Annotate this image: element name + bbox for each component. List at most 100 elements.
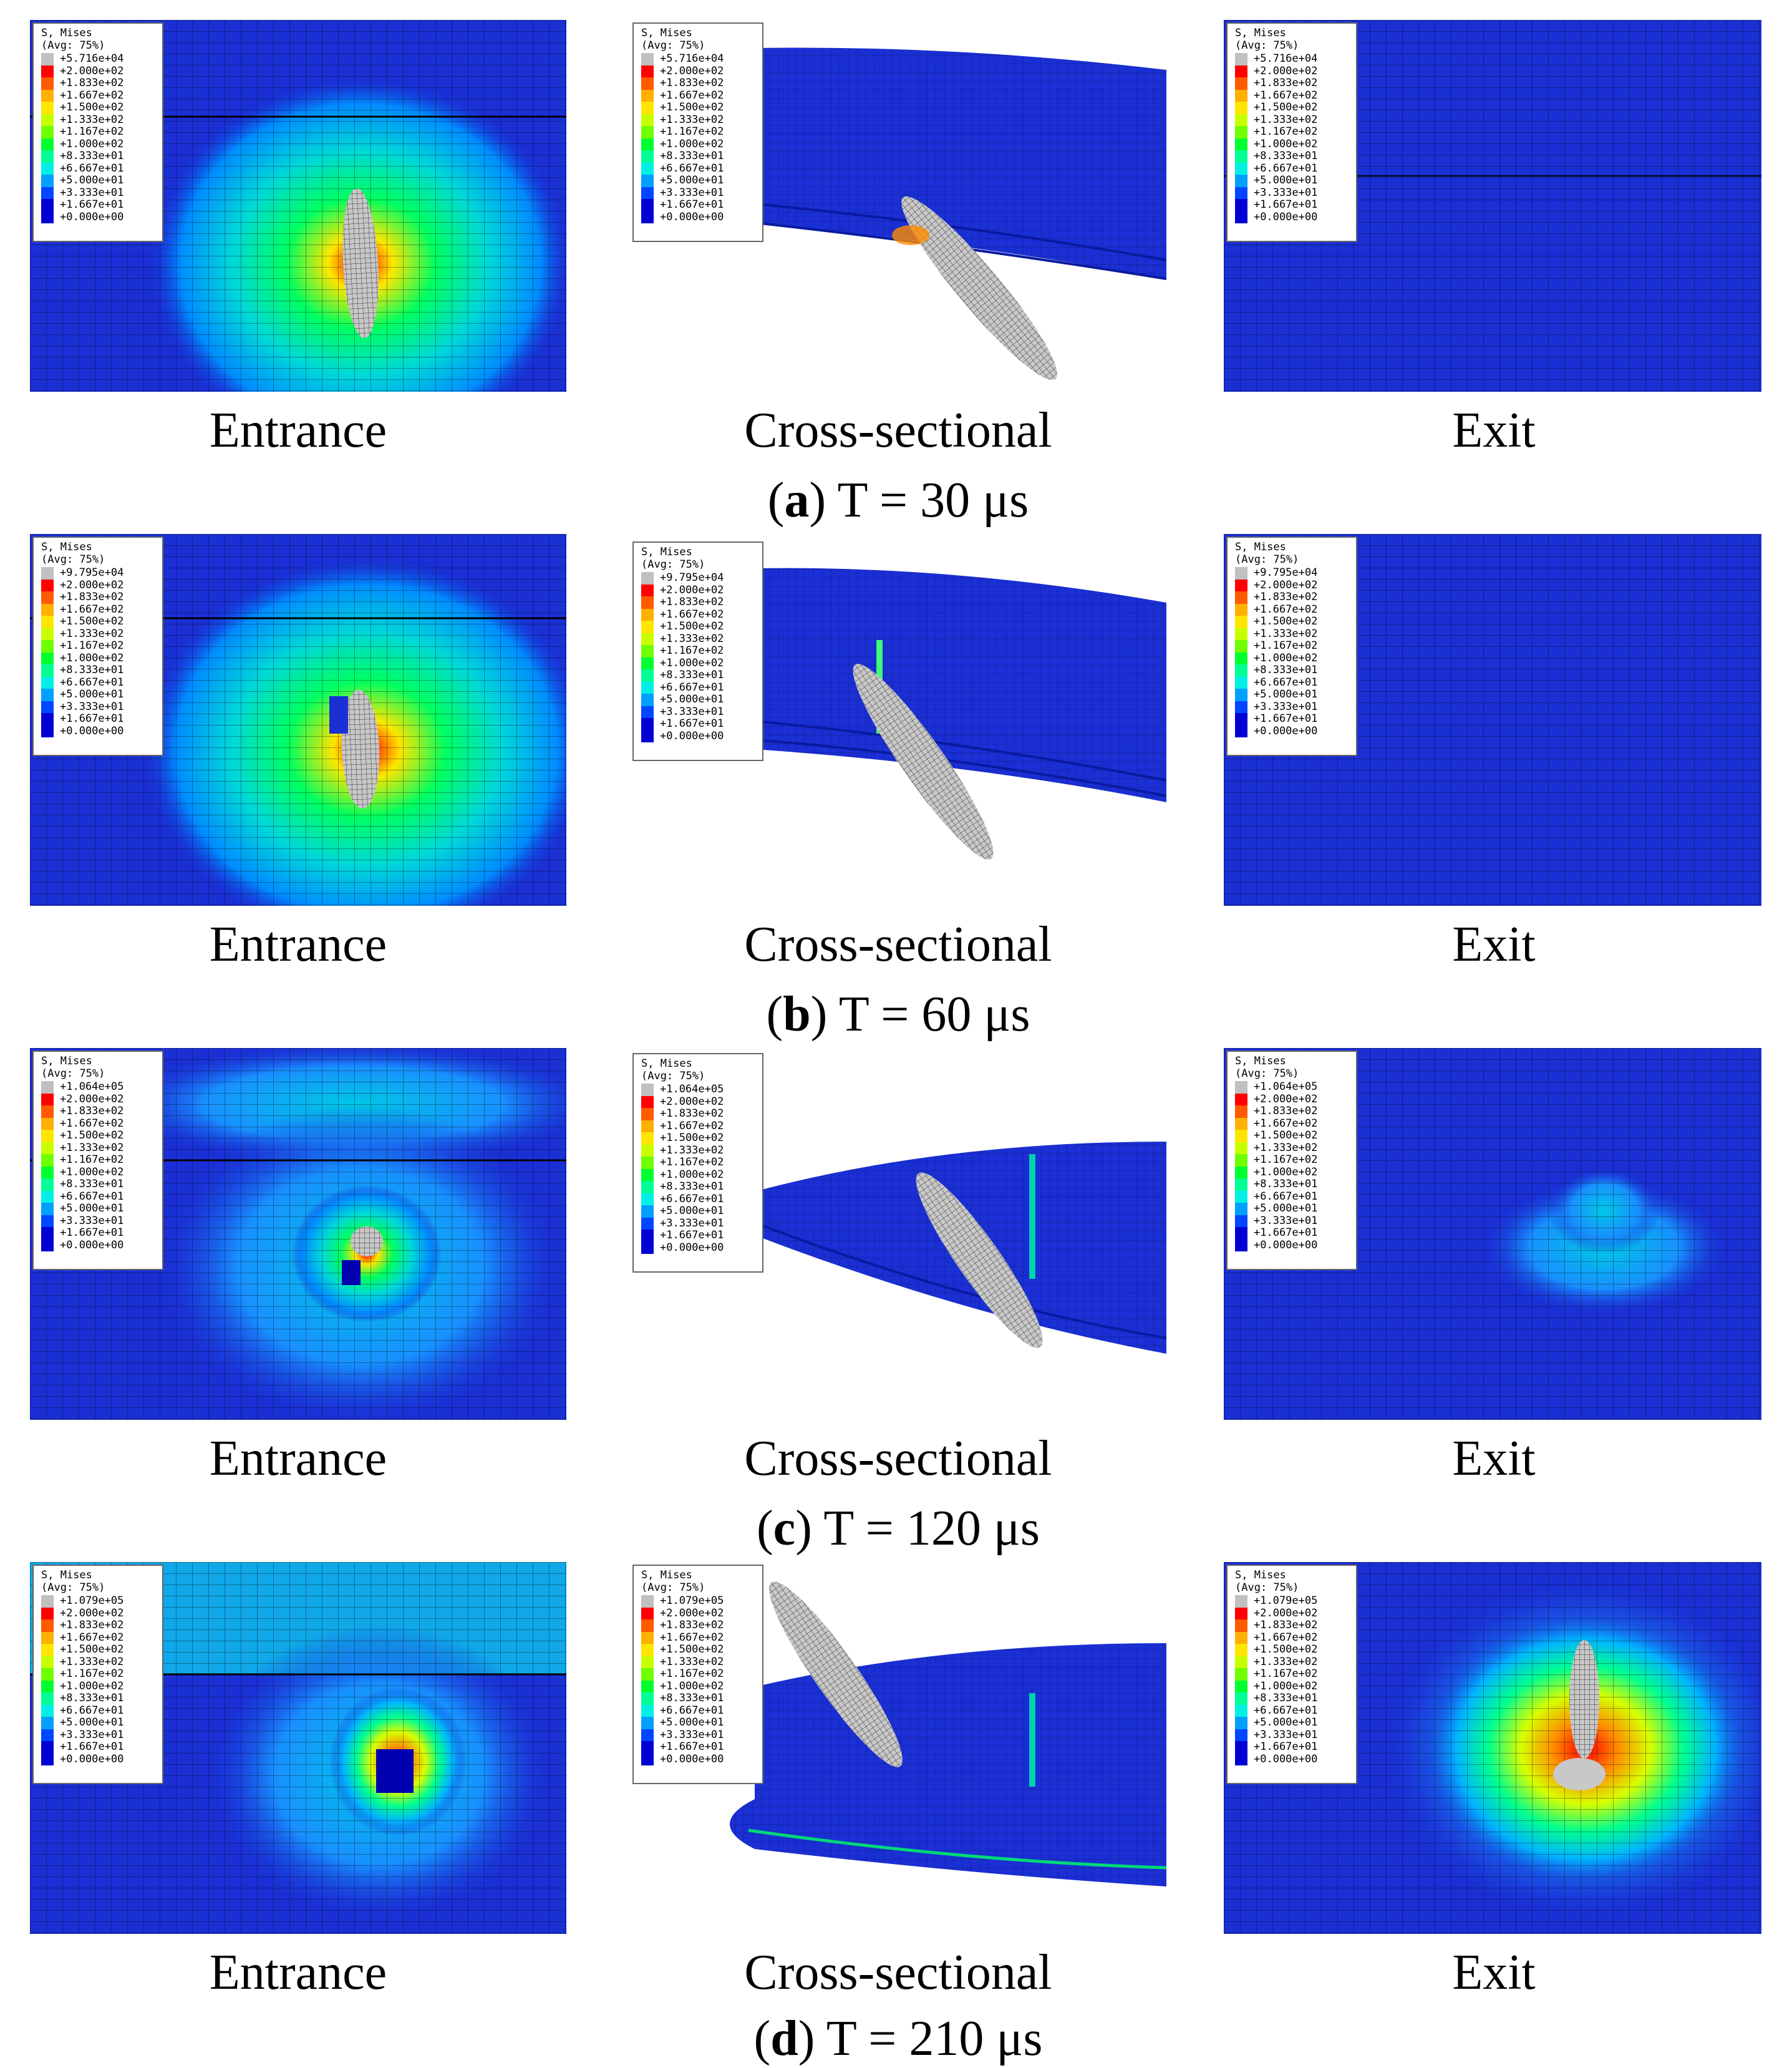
legend-swatch — [641, 1230, 654, 1242]
stress-legend: S, Mises (Avg: 75%) +1.064e+05 +2.000e+0… — [32, 1051, 163, 1270]
legend-value: +1.667e+01 — [60, 1740, 124, 1753]
legend-swatch — [41, 1741, 54, 1754]
legend-swatch — [1235, 1656, 1247, 1668]
legend-entry: +3.333e+01 — [641, 1216, 757, 1230]
legend-swatch — [41, 652, 54, 664]
legend-swatch — [41, 1619, 54, 1632]
legend-swatch — [41, 1753, 54, 1765]
legend-entry: +5.000e+01 — [1235, 1716, 1351, 1729]
legend-swatch — [641, 1120, 654, 1132]
legend-swatch — [41, 1656, 54, 1668]
legend-value: +1.833e+02 — [660, 596, 724, 608]
legend-value: +1.000e+02 — [60, 137, 124, 150]
legend-value: +1.667e+02 — [660, 89, 724, 102]
legend-value: +1.833e+02 — [1254, 1105, 1318, 1117]
legend-entry: +5.000e+01 — [41, 174, 157, 187]
legend-entry: +2.000e+02 — [1235, 579, 1351, 591]
legend-swatch — [641, 114, 654, 126]
legend-title: S, Mises — [1235, 1569, 1286, 1581]
legend-entry: +1.333e+02 — [41, 628, 157, 640]
legend-entry: +1.833e+02 — [641, 1619, 757, 1632]
cross-section-contour-a: S, Mises (Avg: 75%) +5.716e+04 +2.000e+0… — [630, 20, 1166, 392]
legend-value: +8.333e+01 — [1254, 664, 1318, 676]
legend-value: +2.000e+02 — [660, 64, 724, 77]
legend-entry: +1.667e+01 — [41, 1740, 157, 1754]
legend-entry: +1.167e+02 — [641, 644, 757, 658]
column-label-cross: Cross-sectional — [744, 917, 1052, 972]
legend-value: +1.333e+02 — [1254, 627, 1318, 640]
legend-swatch — [641, 1144, 654, 1157]
legend-entry: +1.667e+01 — [641, 717, 757, 731]
cross-section-contour-b: S, Mises (Avg: 75%) +9.795e+04 +2.000e+0… — [630, 534, 1166, 906]
legend-entry: +8.333e+01 — [1235, 150, 1351, 163]
legend-value: +1.500e+02 — [1254, 615, 1318, 628]
legend-swatch — [1235, 126, 1247, 138]
legend-entry: +1.667e+01 — [1235, 1226, 1351, 1240]
legend-value: +0.000e+00 — [660, 729, 724, 742]
legend-value: +1.500e+02 — [660, 101, 724, 114]
legend-entry: +8.333e+01 — [41, 1692, 157, 1705]
legend-entry: +0.000e+00 — [1235, 1753, 1351, 1765]
legend-value: +1.667e+01 — [1254, 712, 1318, 725]
legend-swatch — [1235, 713, 1247, 726]
legend-value: +1.333e+02 — [660, 1143, 724, 1157]
legend-value: +3.333e+01 — [660, 1216, 724, 1230]
legend-value: +1.333e+02 — [1254, 1141, 1318, 1154]
column-label-cross: Cross-sectional — [744, 1431, 1052, 1486]
legend-swatch — [641, 211, 654, 223]
legend-value: +1.000e+02 — [660, 1679, 724, 1692]
legend-swatch — [1235, 199, 1247, 211]
legend-value: +5.000e+01 — [660, 1716, 724, 1729]
legend-entry: +0.000e+00 — [1235, 211, 1351, 223]
legend-entry: +1.000e+02 — [1235, 1680, 1351, 1692]
legend-swatch — [1235, 65, 1247, 77]
legend-avg: (Avg: 75%) — [1235, 1581, 1299, 1594]
legend-entry: +1.000e+02 — [1235, 138, 1351, 150]
column-label-exit: Exit — [1452, 1431, 1536, 1486]
legend-avg: (Avg: 75%) — [1235, 1067, 1299, 1080]
legend-value: +6.667e+01 — [660, 1192, 724, 1205]
legend-value: +1.500e+02 — [60, 1129, 124, 1142]
legend-swatch — [1235, 1704, 1247, 1717]
legend-value: +0.000e+00 — [60, 1752, 124, 1765]
legend-value: +3.333e+01 — [1254, 1214, 1318, 1227]
bullet-icon — [342, 188, 379, 338]
legend-value: +1.000e+02 — [60, 1679, 124, 1692]
legend-swatch — [41, 603, 54, 616]
legend-entry: +3.333e+01 — [1235, 1729, 1351, 1741]
cross-section-contour-d: S, Mises (Avg: 75%) +1.079e+05 +2.000e+0… — [630, 1562, 1166, 1934]
legend-entry: +1.833e+02 — [1235, 1619, 1351, 1632]
legend-entry: +8.333e+01 — [41, 1178, 157, 1191]
legend-value: +1.833e+02 — [660, 1107, 724, 1120]
legend-title: S, Mises — [641, 1569, 692, 1581]
column-label-entrance: Entrance — [209, 1945, 387, 2000]
legend-entry: +1.500e+02 — [1235, 615, 1351, 628]
legend-entry: +1.500e+02 — [41, 1643, 157, 1656]
legend-swatch — [641, 1108, 654, 1120]
legend-swatch — [41, 676, 54, 689]
legend-value: +1.333e+02 — [660, 632, 724, 645]
legend-swatch — [1235, 591, 1247, 604]
legend-swatch — [1235, 1142, 1247, 1154]
legend-title: S, Mises — [41, 1569, 92, 1581]
legend-value: +1.500e+02 — [60, 101, 124, 114]
legend-avg: (Avg: 75%) — [641, 1069, 705, 1082]
legend-value: +1.167e+02 — [60, 1668, 124, 1680]
legend-title: S, Mises — [41, 541, 92, 553]
legend-swatch — [1235, 138, 1247, 150]
legend-value: +6.667e+01 — [1254, 162, 1318, 175]
legend-value: +1.833e+02 — [60, 591, 124, 603]
legend-value: +1.167e+02 — [660, 1156, 724, 1168]
column-label-entrance: Entrance — [209, 403, 387, 458]
legend-swatch — [41, 1190, 54, 1203]
legend-value: +8.333e+01 — [1254, 150, 1318, 162]
legend-entry: +1.000e+02 — [41, 137, 157, 150]
legend-value: +3.333e+01 — [60, 1214, 124, 1227]
legend-entry: +6.667e+01 — [1235, 676, 1351, 689]
legend-swatch — [41, 126, 54, 138]
legend-entry: +1.833e+02 — [41, 1105, 157, 1118]
legend-entry: +6.667e+01 — [1235, 1704, 1351, 1717]
column-label-exit: Exit — [1452, 1945, 1536, 2000]
legend-entry: +6.667e+01 — [641, 1704, 757, 1717]
legend-max-value: +1.064e+05 — [1254, 1080, 1318, 1093]
